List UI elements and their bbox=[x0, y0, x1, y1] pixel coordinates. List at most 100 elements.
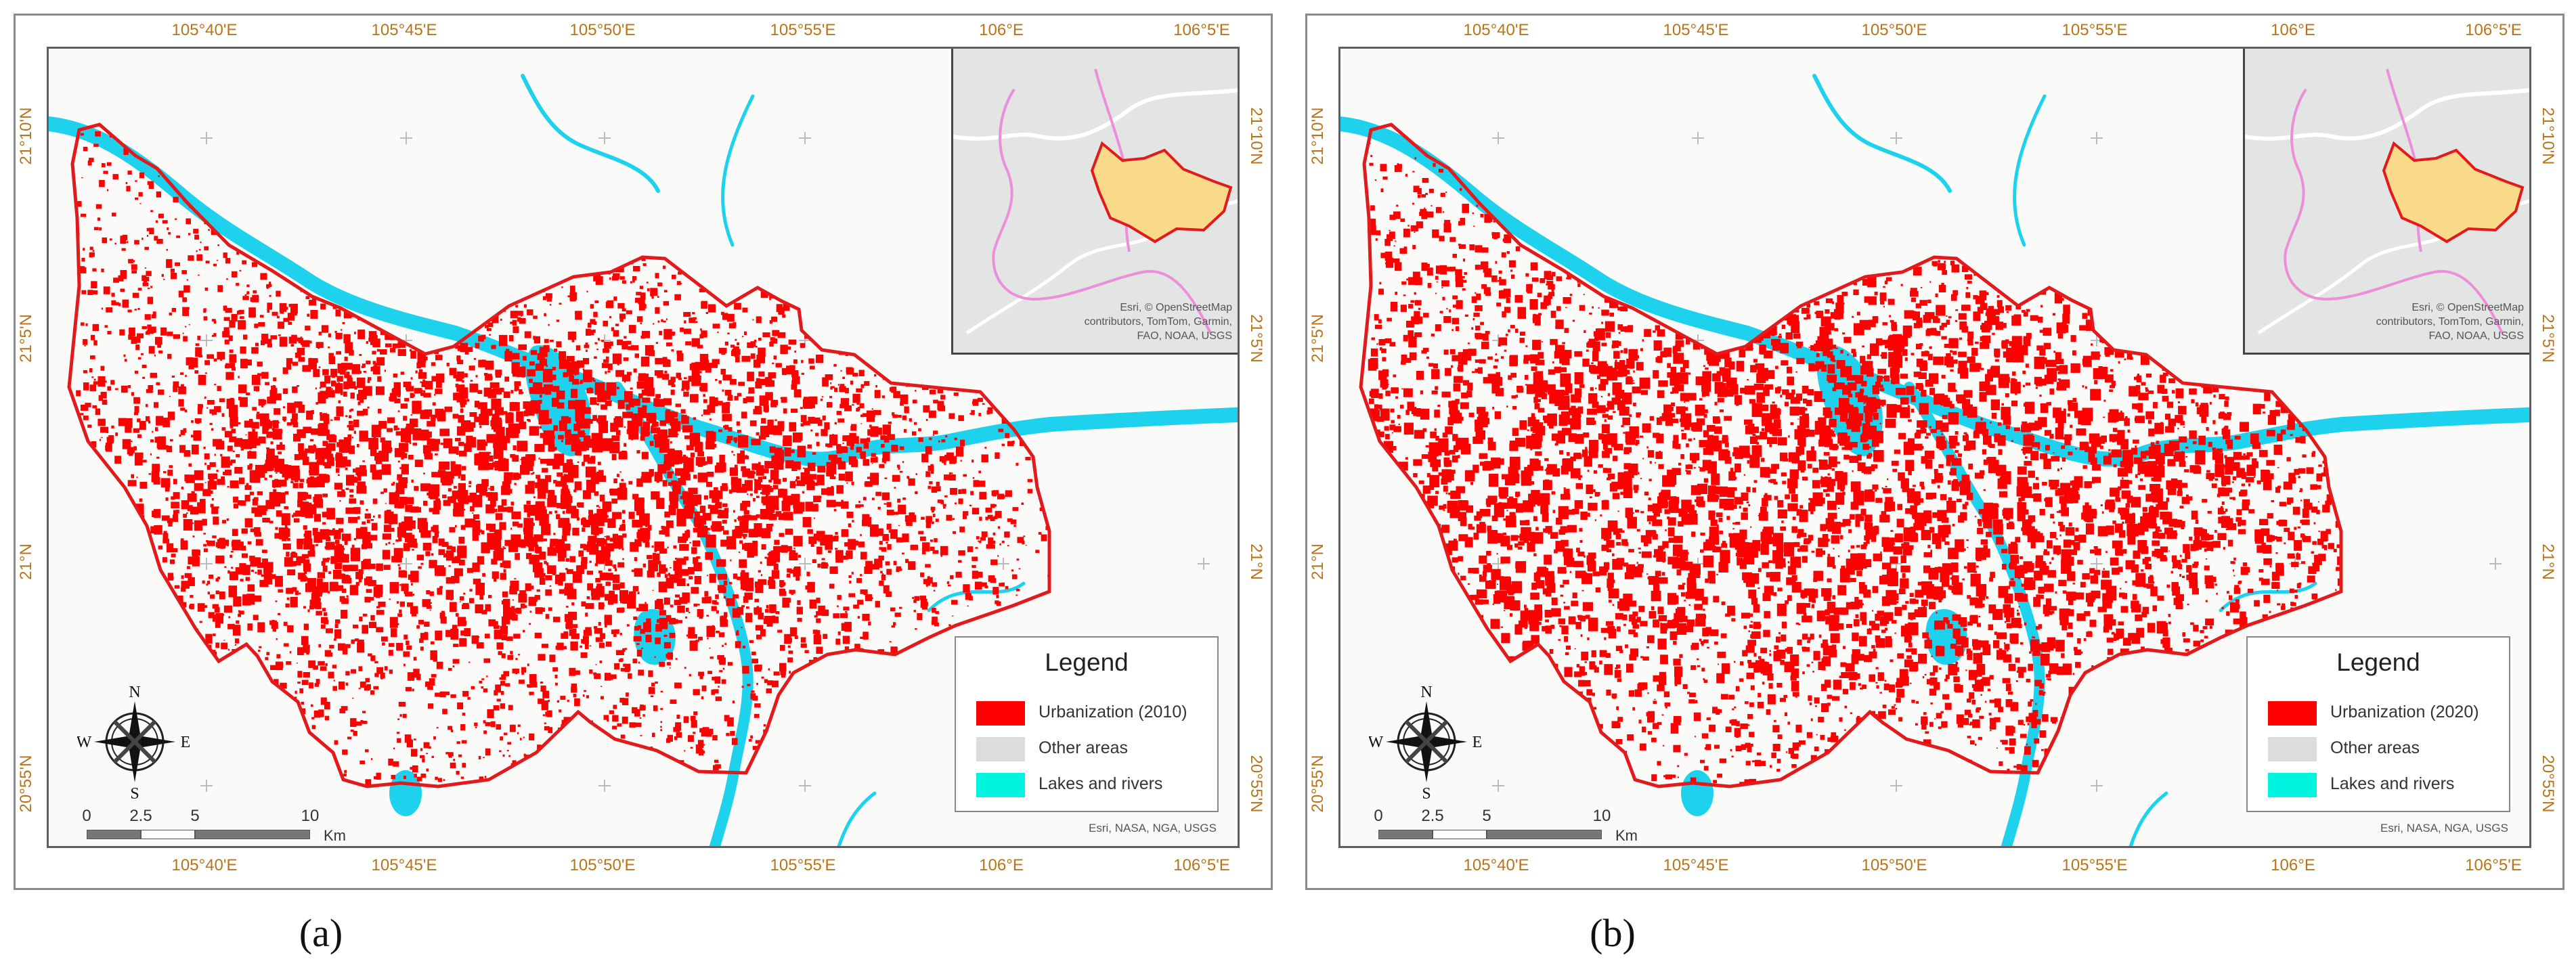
longitude-label-bottom: 105°55'E bbox=[770, 856, 836, 874]
stream bbox=[721, 94, 755, 247]
stream bbox=[1812, 74, 1952, 193]
inset-map bbox=[2245, 68, 2529, 335]
stream bbox=[837, 791, 877, 846]
hanoi-boundary bbox=[67, 122, 1051, 788]
latitude-label-right: 21°10'N bbox=[1247, 107, 1265, 165]
longitude-label-top: 106°5'E bbox=[2465, 21, 2522, 39]
stream bbox=[2219, 581, 2317, 612]
legend-swatch bbox=[2268, 701, 2317, 726]
latitude-label-right: 20°55'N bbox=[2539, 755, 2557, 813]
legend-label: Lakes and rivers bbox=[2330, 774, 2455, 793]
latitude-label-left: 21°5'N bbox=[1309, 314, 1327, 363]
latitude-label-right: 21°N bbox=[1247, 543, 1265, 580]
compass-letter-s: S bbox=[130, 785, 139, 803]
scale-bar: 0 2.5 5 10 Km bbox=[80, 807, 351, 846]
basemap bbox=[49, 74, 1238, 846]
inset-locator-map: Esri, © OpenStreetMap contributors, TomT… bbox=[2243, 49, 2529, 355]
compass-letter-w: W bbox=[1369, 734, 1384, 751]
scale-label: 5 bbox=[190, 807, 200, 825]
legend-title: Legend bbox=[2336, 648, 2420, 676]
longitude-label-top: 105°55'E bbox=[770, 21, 836, 39]
panel-caption-b: (b) bbox=[1590, 911, 1636, 955]
scale-bar: 0 2.5 5 10 Km bbox=[1372, 807, 1642, 846]
map-panel-b: 105°40'E 105°40'E 105°45'E 105°45'E 105°50'E… bbox=[1305, 14, 2564, 890]
stream bbox=[521, 74, 660, 193]
longitude-label-top: 106°E bbox=[979, 21, 1024, 39]
legend-swatch bbox=[976, 773, 1025, 797]
compass-letter-n: N bbox=[1420, 684, 1432, 701]
map-frame[interactable]: Esri, © OpenStreetMap contributors, TomT… bbox=[1338, 47, 2531, 848]
compass-letter-e: E bbox=[1472, 734, 1483, 751]
scale-unit: Km bbox=[1615, 827, 1638, 844]
map-legend: Legend Urbanization (2010) Other areas Lake… bbox=[955, 636, 1219, 812]
stream bbox=[2129, 791, 2168, 846]
longitude-label-top: 105°50'E bbox=[1861, 21, 1927, 39]
scale-label: 10 bbox=[1592, 807, 1611, 825]
latitude-label-right: 20°55'N bbox=[1247, 755, 1265, 813]
compass-letter-n: N bbox=[129, 684, 140, 701]
legend-title: Legend bbox=[1045, 648, 1129, 676]
longitude-label-bottom: 106°E bbox=[979, 856, 1024, 874]
scale-label: 0 bbox=[82, 807, 91, 825]
longitude-label-bottom: 105°40'E bbox=[171, 856, 238, 874]
legend-label: Urbanization (2010) bbox=[1039, 703, 1187, 721]
compass-rose-icon: N S E W bbox=[1368, 684, 1483, 803]
compass-letter-w: W bbox=[77, 734, 92, 751]
scale-segment bbox=[87, 830, 141, 839]
legend-label: Other areas bbox=[1039, 738, 1129, 757]
longitude-label-bottom: 105°50'E bbox=[569, 856, 636, 874]
latitude-label-right: 21°10'N bbox=[2539, 107, 2557, 165]
inset-locator-map: Esri, © OpenStreetMap contributors, TomT… bbox=[951, 49, 1238, 355]
latitude-label-left: 21°5'N bbox=[17, 314, 35, 363]
province-border bbox=[2284, 88, 2504, 334]
latitude-label-left: 21°N bbox=[1309, 543, 1327, 580]
longitude-label-bottom: 106°5'E bbox=[1173, 856, 1230, 874]
north-arrow: N S E W bbox=[1368, 674, 1484, 813]
map-panel-a: 105°40'E 105°40'E 105°45'E 105°45'E 105°50'E… bbox=[14, 14, 1273, 890]
longitude-label-bottom: 106°E bbox=[2271, 856, 2315, 874]
latitude-label-left: 21°10'N bbox=[17, 107, 35, 165]
longitude-label-top: 105°50'E bbox=[569, 21, 636, 39]
latitude-label-left: 21°10'N bbox=[1309, 107, 1327, 165]
compass-rose-icon: N S E W bbox=[77, 684, 191, 803]
latitude-label-left: 21°N bbox=[17, 543, 35, 580]
longitude-label-bottom: 106°5'E bbox=[2465, 856, 2522, 874]
legend-swatch bbox=[2268, 773, 2317, 797]
longitude-label-bottom: 105°55'E bbox=[2061, 856, 2128, 874]
scale-label: 0 bbox=[1374, 807, 1383, 825]
longitude-label-top: 105°45'E bbox=[1663, 21, 1729, 39]
longitude-label-top: 105°40'E bbox=[1463, 21, 1529, 39]
longitude-label-bottom: 105°50'E bbox=[1861, 856, 1927, 874]
scale-segment bbox=[195, 830, 310, 839]
north-arrow: N S E W bbox=[77, 674, 192, 813]
latitude-label-right: 21°5'N bbox=[2539, 314, 2557, 363]
longitude-label-bottom: 105°40'E bbox=[1463, 856, 1529, 874]
longitude-label-top: 106°5'E bbox=[1173, 21, 1230, 39]
basemap bbox=[1340, 74, 2529, 846]
scale-unit: Km bbox=[324, 827, 346, 844]
scale-segment bbox=[1487, 830, 1602, 839]
legend-swatch bbox=[976, 737, 1025, 761]
inset-attribution: Esri, © OpenStreetMap contributors, TomT… bbox=[2376, 302, 2524, 342]
hanoi-highlight bbox=[2382, 141, 2525, 244]
inset-map bbox=[953, 68, 1238, 335]
basemap-attribution: Esri, NASA, NGA, USGS bbox=[2380, 822, 2508, 834]
stream bbox=[927, 581, 1026, 612]
latitude-label-left: 20°55'N bbox=[1309, 755, 1327, 813]
longitude-label-top: 106°E bbox=[2271, 21, 2315, 39]
scale-segment bbox=[141, 830, 195, 839]
map-frame[interactable]: Esri, © OpenStreetMap contributors, TomT… bbox=[47, 47, 1240, 848]
legend-label: Lakes and rivers bbox=[1039, 774, 1163, 793]
scale-label: 2.5 bbox=[1421, 807, 1444, 825]
longitude-label-bottom: 105°45'E bbox=[1663, 856, 1729, 874]
legend-swatch bbox=[976, 701, 1025, 726]
legend-label: Urbanization (2020) bbox=[2330, 703, 2479, 721]
map-legend: Legend Urbanization (2020) Other areas Lake… bbox=[2246, 636, 2510, 812]
scale-label: 5 bbox=[1482, 807, 1491, 825]
hanoi-boundary bbox=[1359, 122, 2343, 788]
basemap-attribution: Esri, NASA, NGA, USGS bbox=[1089, 822, 1217, 834]
scale-label: 2.5 bbox=[129, 807, 152, 825]
legend-label: Other areas bbox=[2330, 738, 2420, 757]
legend-swatch bbox=[2268, 737, 2317, 761]
stream bbox=[2013, 94, 2047, 247]
